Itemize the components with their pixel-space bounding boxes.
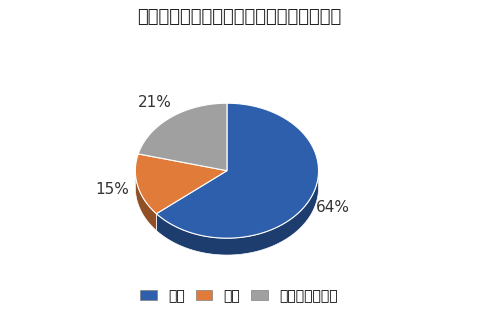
Legend: 満足, 不満, どちらでもない: 満足, 不満, どちらでもない (135, 283, 343, 308)
PathPatch shape (156, 171, 318, 255)
PathPatch shape (156, 103, 318, 238)
PathPatch shape (138, 103, 227, 171)
Text: 21%: 21% (138, 95, 172, 110)
Text: ムーヴキャンバスの乗り心地の満足度調査: ムーヴキャンバスの乗り心地の満足度調査 (137, 8, 341, 26)
Text: 64%: 64% (316, 200, 350, 215)
PathPatch shape (135, 154, 227, 214)
Text: 15%: 15% (96, 182, 130, 197)
PathPatch shape (135, 171, 156, 231)
